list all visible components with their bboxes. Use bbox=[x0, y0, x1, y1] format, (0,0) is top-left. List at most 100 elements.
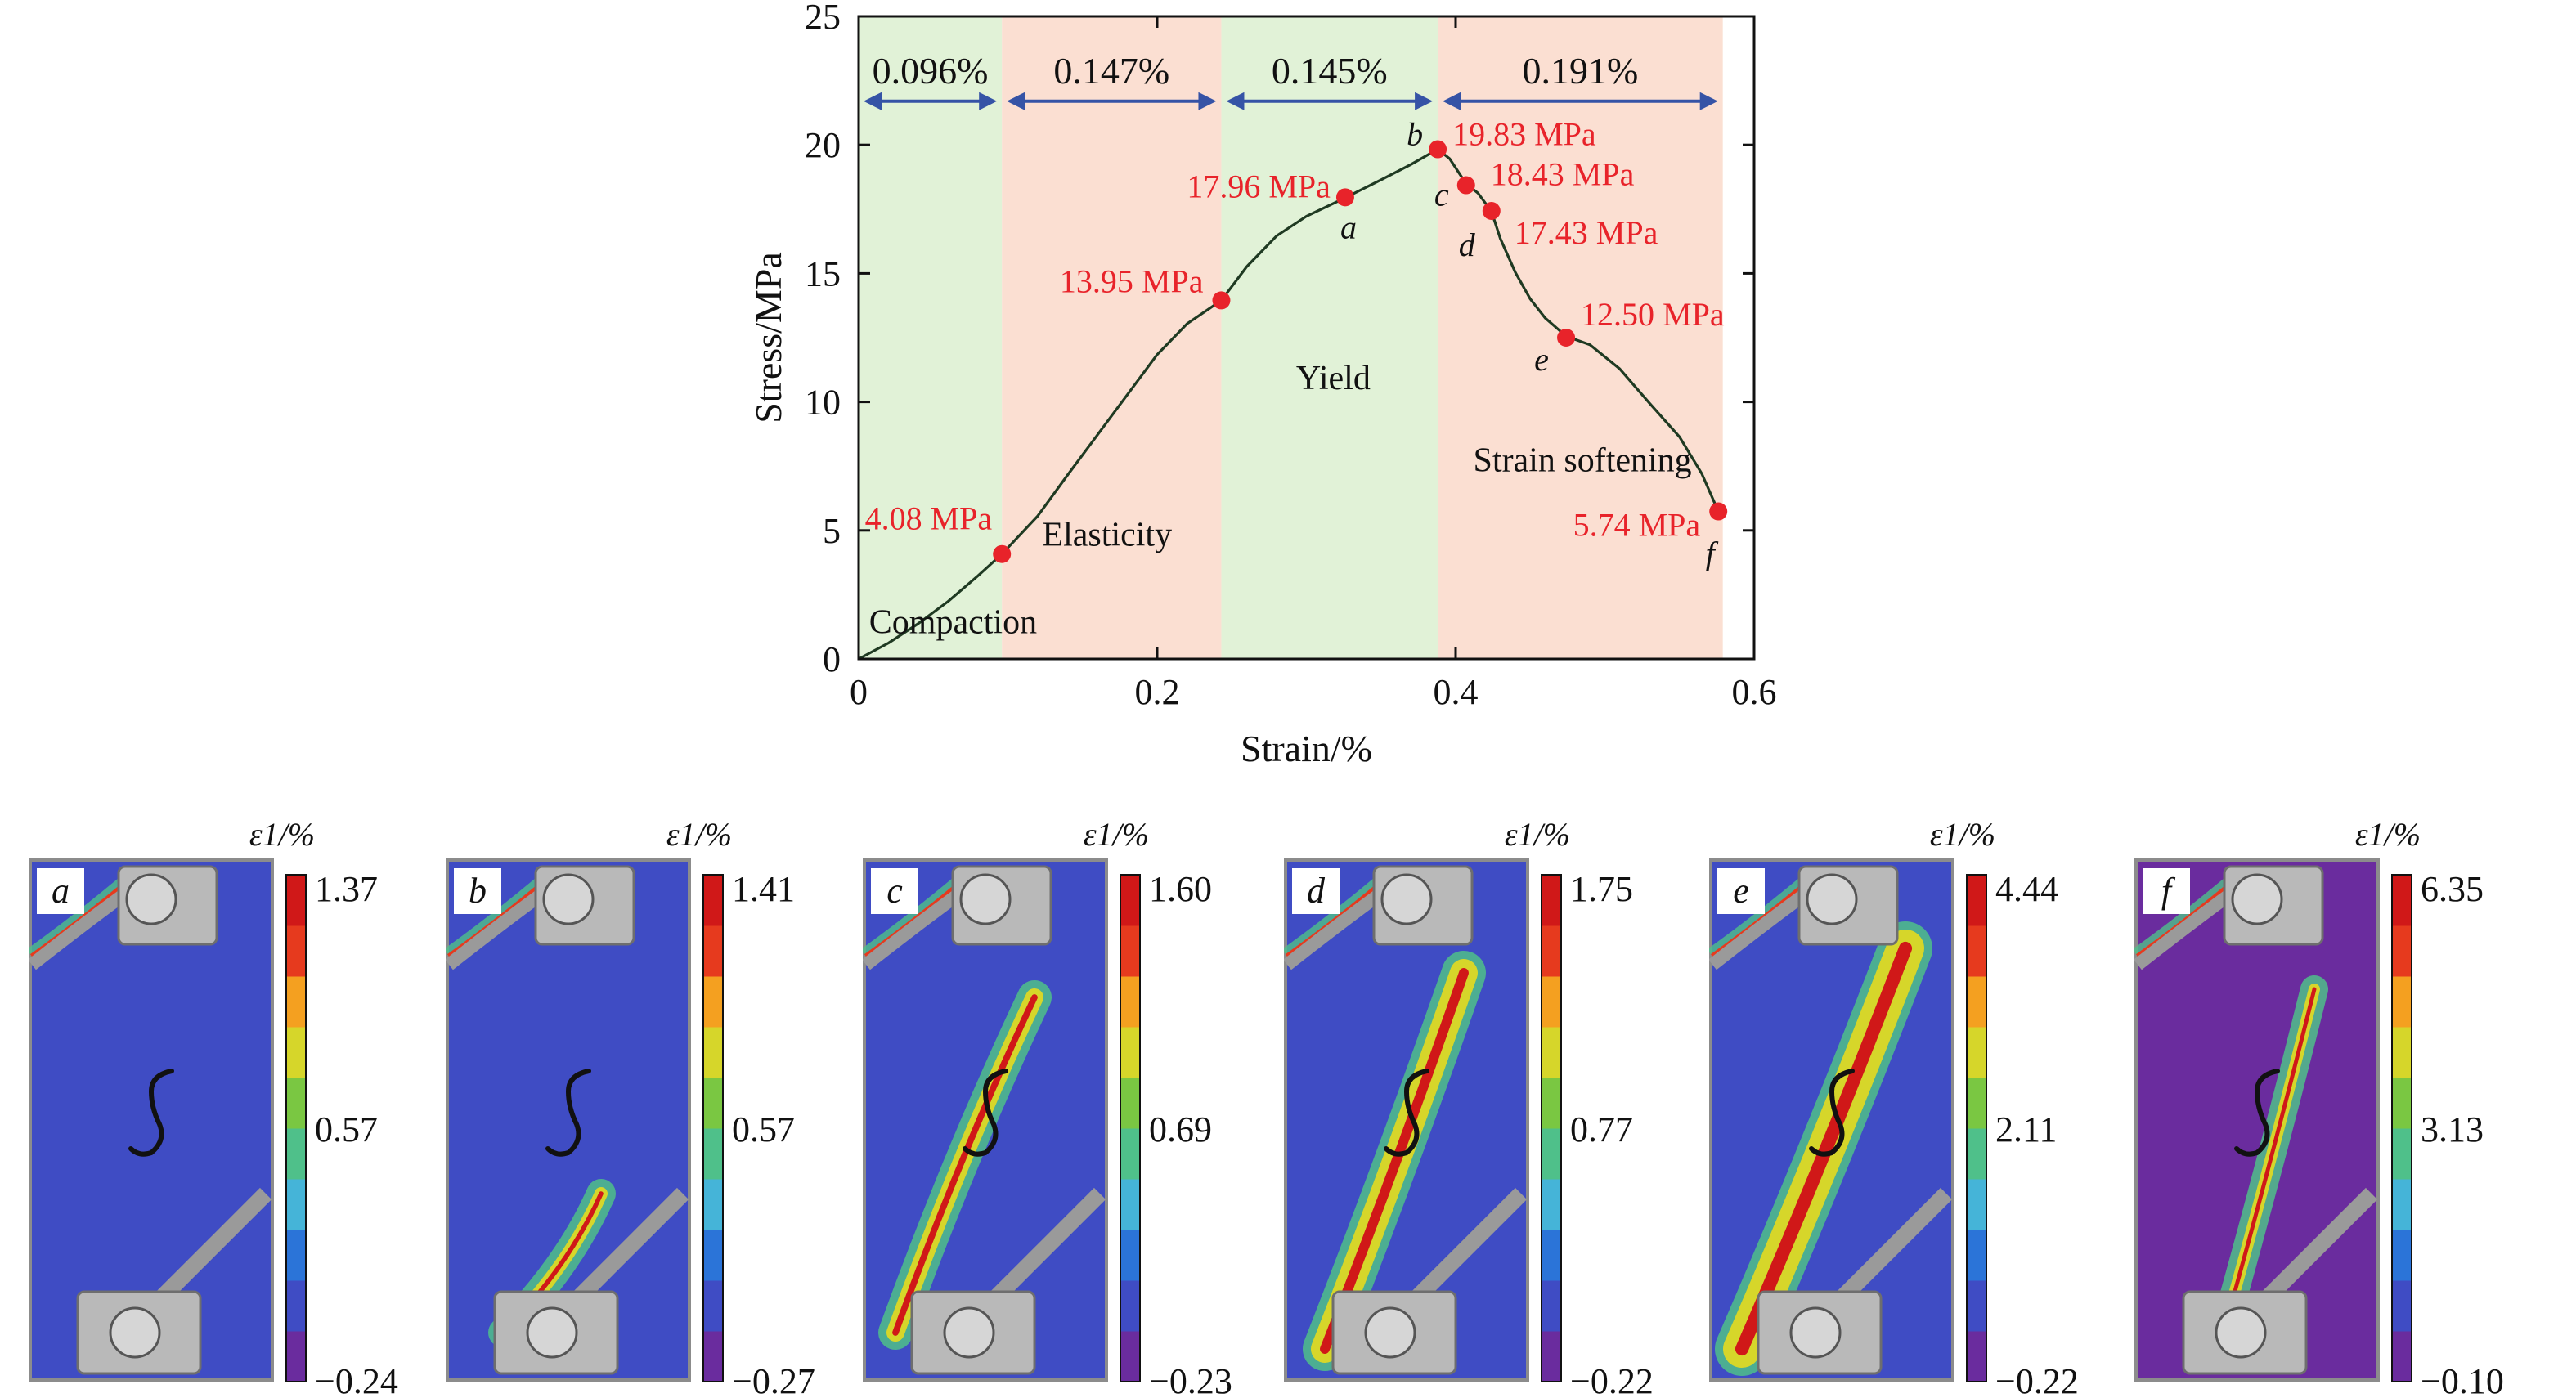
colorbar-mid: 0.57 bbox=[732, 1109, 795, 1149]
gauge-mark-icon bbox=[128, 1069, 174, 1157]
x-tick-label: 0.6 bbox=[1732, 672, 1777, 712]
data-point bbox=[1557, 329, 1576, 347]
colorbar-segment bbox=[2392, 925, 2412, 977]
point-value-label: 13.95 MPa bbox=[1060, 262, 1204, 299]
screw-icon bbox=[1789, 1306, 1842, 1359]
stage-band-2 bbox=[1002, 16, 1222, 659]
panel-letter: d bbox=[1307, 871, 1326, 911]
stage-bands bbox=[859, 16, 1723, 659]
colorbar-segment bbox=[703, 976, 723, 1028]
data-point bbox=[1335, 188, 1354, 207]
colorbar-max: 4.44 bbox=[1995, 869, 2058, 909]
colorbar-min: −0.22 bbox=[1995, 1361, 2079, 1398]
arrow-head-left bbox=[1443, 92, 1461, 110]
point-value-label: 5.74 MPa bbox=[1573, 507, 1701, 544]
colorbar-segment bbox=[1120, 976, 1140, 1028]
screw-icon bbox=[1806, 873, 1858, 925]
panel-letter: b bbox=[469, 871, 487, 911]
colorbar-segment bbox=[286, 1128, 306, 1180]
colorbar-segment bbox=[703, 1280, 723, 1332]
colorbar-segment bbox=[1967, 1179, 1986, 1230]
colorbar-segment bbox=[2392, 1179, 2412, 1230]
y-tick-label: 20 bbox=[805, 125, 841, 165]
colorbar-frame bbox=[702, 874, 724, 1382]
colorbar-label: ε1/% bbox=[2355, 816, 2421, 853]
strain-panel-c: c ε1/% 1.60 0.69 −0.23 bbox=[863, 809, 1247, 1398]
colorbar-frame bbox=[285, 874, 307, 1382]
colorbar-segment bbox=[1542, 1078, 1561, 1129]
screw-icon bbox=[1380, 873, 1433, 925]
point-value-label: 18.43 MPa bbox=[1491, 156, 1635, 193]
colorbar-segment bbox=[1542, 925, 1561, 977]
panel-letter-box bbox=[1292, 868, 1340, 914]
y-tick-label: 15 bbox=[805, 253, 841, 293]
colorbar-label: ε1/% bbox=[1505, 816, 1570, 853]
strain-panel-svg: fε1/%6.353.13−0.10 bbox=[2134, 816, 2504, 1398]
colorbar-segment bbox=[2392, 1230, 2412, 1281]
strain-panel-svg: d ε1/%1.75 0.77 −0.22 bbox=[1284, 816, 1654, 1398]
y-tick-label: 10 bbox=[805, 383, 841, 423]
data-point bbox=[1429, 140, 1447, 159]
strain-panel-b: b ε1/% 1.41 0.57 −0.27 bbox=[446, 809, 830, 1398]
axes: 0 0.2 0.4 0.6 0 5 10 15 20 25 Strain/% Stress/MPa Co… bbox=[747, 0, 1777, 769]
stage-label-2: Elasticity bbox=[1042, 517, 1172, 554]
gauge-mark-icon bbox=[545, 1069, 591, 1157]
screw-icon bbox=[109, 1306, 161, 1359]
colorbar-segment bbox=[1967, 1280, 1986, 1332]
panel-letter-box bbox=[37, 868, 84, 914]
colorbar-segment bbox=[1542, 1027, 1561, 1078]
colorbar-min: −0.22 bbox=[1570, 1361, 1654, 1398]
span-label-3: 0.145% bbox=[1272, 50, 1388, 92]
colorbar-segment bbox=[703, 1179, 723, 1230]
colorbar-segment bbox=[286, 1179, 306, 1230]
screw-icon bbox=[959, 873, 1012, 925]
stage-band-1 bbox=[859, 16, 1003, 659]
colorbar-segment bbox=[1120, 1128, 1140, 1180]
colorbar-segment bbox=[703, 1230, 723, 1281]
point-letter-label: c bbox=[1434, 177, 1449, 213]
colorbar-segment bbox=[286, 925, 306, 977]
x-axis-label: Strain/% bbox=[1241, 728, 1372, 769]
panel-letter-box bbox=[871, 868, 918, 914]
span-label-2: 0.147% bbox=[1053, 50, 1169, 92]
y-tick-label: 5 bbox=[823, 511, 841, 551]
colorbar-segment bbox=[1120, 1078, 1140, 1129]
stage-label-1: Compaction bbox=[869, 604, 1037, 642]
colorbar-segment bbox=[286, 875, 306, 926]
colorbar-segment bbox=[2392, 976, 2412, 1028]
colorbar-segment bbox=[1542, 976, 1561, 1028]
panel-letter: a bbox=[52, 871, 70, 911]
strain-panel-f: f ε1/% 6.35 3.13 −0.10 bbox=[2134, 809, 2519, 1398]
plot-frame bbox=[857, 15, 1756, 661]
colorbar-segment bbox=[2392, 1280, 2412, 1332]
colorbar-segment bbox=[1120, 1280, 1140, 1332]
colorbar-segment bbox=[703, 875, 723, 926]
gauge-mark-icon bbox=[963, 1069, 1008, 1157]
x-tick-label: 0.2 bbox=[1135, 672, 1180, 712]
colorbar-label: ε1/% bbox=[249, 816, 315, 853]
span-label-1: 0.096% bbox=[873, 50, 989, 92]
colorbar-segment bbox=[2392, 1331, 2412, 1382]
colorbar-mid: 0.69 bbox=[1149, 1109, 1212, 1149]
point-letter-label: b bbox=[1407, 116, 1423, 153]
stress-strain-chart: 0 0.2 0.4 0.6 0 5 10 15 20 25 Strain/% Stress/MPa Co… bbox=[747, 0, 1777, 769]
colorbar-segment bbox=[1542, 1230, 1561, 1281]
strain-panel-svg: c ε1/%1.60 0.69 −0.23 bbox=[863, 816, 1232, 1398]
panel-letter: e bbox=[1733, 871, 1749, 911]
colorbar-segment bbox=[2392, 1078, 2412, 1129]
stage-band-4 bbox=[1438, 16, 1723, 659]
arrow-head-right bbox=[1198, 92, 1217, 110]
data-point bbox=[1482, 202, 1501, 221]
colorbar-min: −0.23 bbox=[1149, 1361, 1232, 1398]
colorbar-segment bbox=[2392, 1128, 2412, 1180]
colorbar-segment bbox=[1967, 925, 1986, 977]
arrow-head-left bbox=[1226, 92, 1245, 110]
colorbar-max: 6.35 bbox=[2421, 869, 2484, 909]
colorbar-segment bbox=[1120, 1027, 1140, 1078]
colorbar-max: 1.37 bbox=[315, 869, 378, 909]
colorbar-segment bbox=[703, 925, 723, 977]
colorbar-segment bbox=[286, 1280, 306, 1332]
screw-icon bbox=[526, 1306, 578, 1359]
colorbar-mid: 2.11 bbox=[1995, 1109, 2057, 1149]
colorbar-label: ε1/% bbox=[666, 816, 732, 853]
